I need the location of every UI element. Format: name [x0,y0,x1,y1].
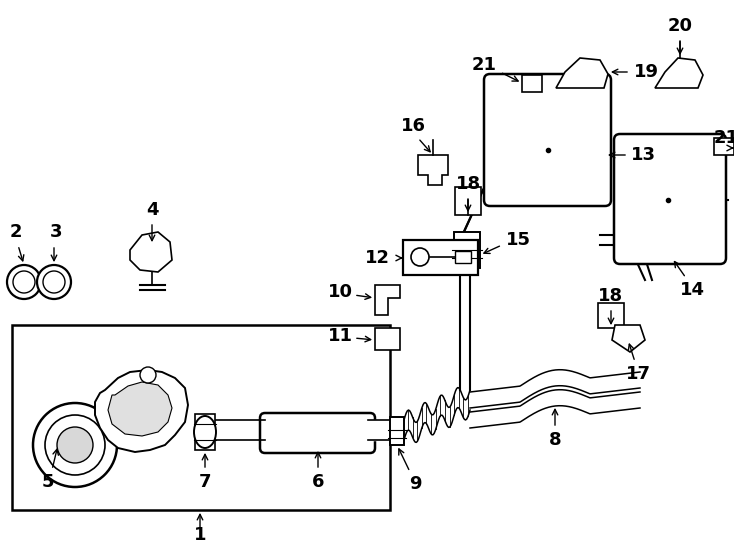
Bar [455,187,481,215]
Circle shape [43,271,65,293]
Text: 19: 19 [633,63,658,81]
Text: 16: 16 [401,117,426,135]
Circle shape [57,427,93,463]
Text: 15: 15 [506,231,531,249]
Text: 14: 14 [680,281,705,299]
Bar [598,303,624,328]
Polygon shape [108,382,172,436]
Circle shape [13,271,35,293]
Polygon shape [556,58,608,88]
FancyBboxPatch shape [484,74,611,206]
Circle shape [37,265,71,299]
FancyBboxPatch shape [260,413,375,453]
Text: 7: 7 [199,473,211,491]
Text: 3: 3 [50,223,62,241]
Text: 10: 10 [327,283,352,301]
Circle shape [45,415,105,475]
Text: 13: 13 [631,146,655,164]
Text: 2: 2 [10,223,22,241]
Ellipse shape [194,416,216,448]
Text: 20: 20 [667,17,692,35]
Polygon shape [95,370,188,452]
Text: 4: 4 [146,201,159,219]
Circle shape [411,248,429,266]
Circle shape [7,265,41,299]
Bar [455,251,471,263]
Text: 1: 1 [194,526,206,540]
Bar [195,414,215,450]
Polygon shape [612,325,645,352]
FancyBboxPatch shape [614,134,726,264]
Text: 17: 17 [625,365,650,383]
Text: 11: 11 [327,327,352,345]
Text: 21: 21 [471,56,496,74]
Circle shape [33,403,117,487]
Text: 5: 5 [42,473,54,491]
Polygon shape [418,155,448,185]
Text: 18: 18 [598,287,624,305]
Text: 9: 9 [409,475,421,493]
Polygon shape [130,232,172,272]
Bar [12,325,390,510]
Bar [390,417,404,445]
Polygon shape [655,58,703,88]
Text: 6: 6 [312,473,324,491]
Bar [403,240,478,275]
Bar [375,328,400,350]
Text: 12: 12 [365,249,390,267]
Text: 8: 8 [549,431,562,449]
Circle shape [140,367,156,383]
Bar [522,75,542,92]
Bar [714,138,734,155]
Polygon shape [375,285,400,315]
Text: 18: 18 [455,175,481,193]
Bar [454,232,480,268]
Text: 21: 21 [713,129,734,147]
